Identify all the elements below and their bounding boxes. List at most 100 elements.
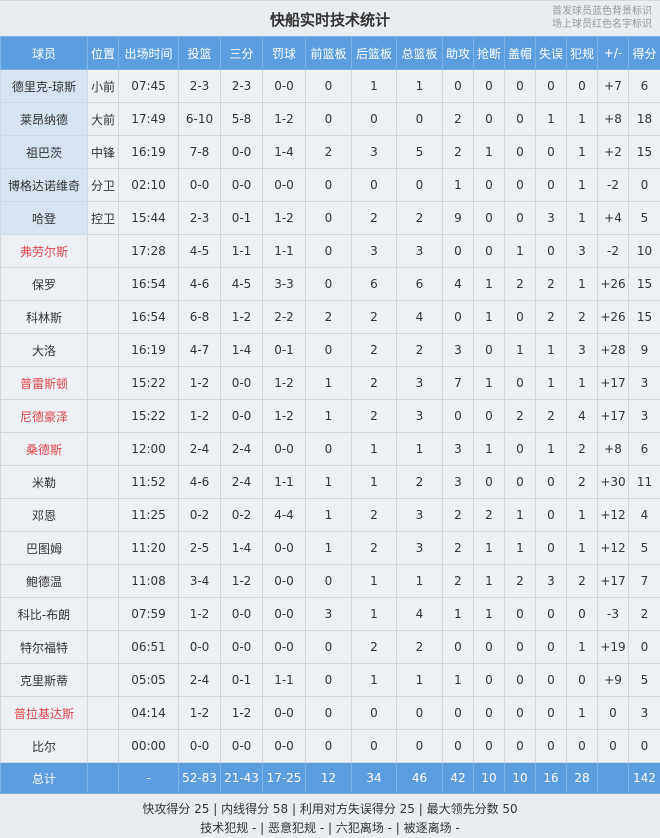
stat-cell: 1 [474, 565, 505, 598]
column-header[interactable]: 助攻 [443, 37, 474, 70]
column-header[interactable]: 犯规 [567, 37, 598, 70]
stat-cell: 1 [474, 268, 505, 301]
stat-cell: 2 [567, 433, 598, 466]
column-header[interactable]: 失误 [536, 37, 567, 70]
stat-cell: 2 [505, 400, 536, 433]
total-stat-cell: 142 [629, 763, 660, 794]
stat-cell: +12 [598, 532, 629, 565]
summary-footer: 快攻得分 25 | 内线得分 58 | 利用对方失误得分 25 | 最大领先分数… [0, 794, 660, 838]
stat-cell: 0 [306, 103, 352, 136]
column-header[interactable]: 盖帽 [505, 37, 536, 70]
column-header[interactable]: 前篮板 [306, 37, 352, 70]
stat-cell: 0 [474, 664, 505, 697]
player-position [88, 268, 119, 301]
stat-cell: 0 [505, 70, 536, 103]
player-position: 小前 [88, 70, 119, 103]
total-stat-cell: 17-25 [263, 763, 306, 794]
stat-cell: 02:10 [119, 169, 179, 202]
stat-cell: 2 [352, 400, 397, 433]
stat-cell: 10 [629, 235, 660, 268]
column-header[interactable]: 罚球 [263, 37, 306, 70]
stat-cell: 1 [306, 400, 352, 433]
stat-cell: 1-1 [221, 235, 263, 268]
stat-cell: 0 [443, 730, 474, 763]
column-header[interactable]: 后篮板 [352, 37, 397, 70]
stats-table: 球员位置出场时间投篮三分罚球前篮板后篮板总篮板助攻抢断盖帽失误犯规+/-得分 德… [0, 36, 660, 794]
stat-cell: 1 [505, 532, 536, 565]
stat-cell: 05:05 [119, 664, 179, 697]
stat-cell: 5 [629, 664, 660, 697]
stat-cell: 2-3 [221, 70, 263, 103]
stat-cell: 11:08 [119, 565, 179, 598]
stat-cell: 7 [629, 565, 660, 598]
stat-cell: 0-0 [263, 631, 306, 664]
stat-cell: 3 [443, 433, 474, 466]
player-position [88, 697, 119, 730]
stat-cell: 3-4 [179, 565, 221, 598]
column-header[interactable]: 位置 [88, 37, 119, 70]
player-name: 邓恩 [1, 499, 88, 532]
player-name: 大洛 [1, 334, 88, 367]
player-position [88, 598, 119, 631]
total-position [88, 763, 119, 794]
stat-cell: +8 [598, 433, 629, 466]
player-position [88, 466, 119, 499]
stat-cell: 0 [567, 70, 598, 103]
total-stat-cell: 28 [567, 763, 598, 794]
stat-cell: -2 [598, 235, 629, 268]
stat-cell: 4-6 [179, 268, 221, 301]
column-header[interactable]: 投篮 [179, 37, 221, 70]
stat-cell: 5 [629, 202, 660, 235]
column-header[interactable]: 抢断 [474, 37, 505, 70]
column-header[interactable]: 总篮板 [397, 37, 443, 70]
stat-cell: 1 [567, 136, 598, 169]
summary-line-1: 快攻得分 25 | 内线得分 58 | 利用对方失误得分 25 | 最大领先分数… [0, 800, 660, 819]
stat-cell: 15 [629, 301, 660, 334]
column-header[interactable]: +/- [598, 37, 629, 70]
column-header[interactable]: 球员 [1, 37, 88, 70]
stat-cell: 0 [306, 730, 352, 763]
stat-cell: 0 [536, 235, 567, 268]
stat-cell: 0 [474, 400, 505, 433]
stat-cell: 0 [629, 631, 660, 664]
stat-cell: 0 [505, 664, 536, 697]
column-header[interactable]: 出场时间 [119, 37, 179, 70]
player-position [88, 334, 119, 367]
stat-cell: 0 [306, 433, 352, 466]
stat-cell: 16:54 [119, 268, 179, 301]
stat-cell: 2 [505, 268, 536, 301]
total-stat-cell: 42 [443, 763, 474, 794]
stat-cell: 0 [536, 466, 567, 499]
stat-cell: +12 [598, 499, 629, 532]
stat-cell: 1 [397, 433, 443, 466]
stat-cell: 1-1 [263, 466, 306, 499]
column-header[interactable]: 三分 [221, 37, 263, 70]
stat-cell: 2-4 [221, 466, 263, 499]
stat-cell: 12:00 [119, 433, 179, 466]
stat-cell: 4 [397, 301, 443, 334]
stat-cell: 2 [567, 301, 598, 334]
player-name: 科比-布朗 [1, 598, 88, 631]
column-header[interactable]: 得分 [629, 37, 660, 70]
